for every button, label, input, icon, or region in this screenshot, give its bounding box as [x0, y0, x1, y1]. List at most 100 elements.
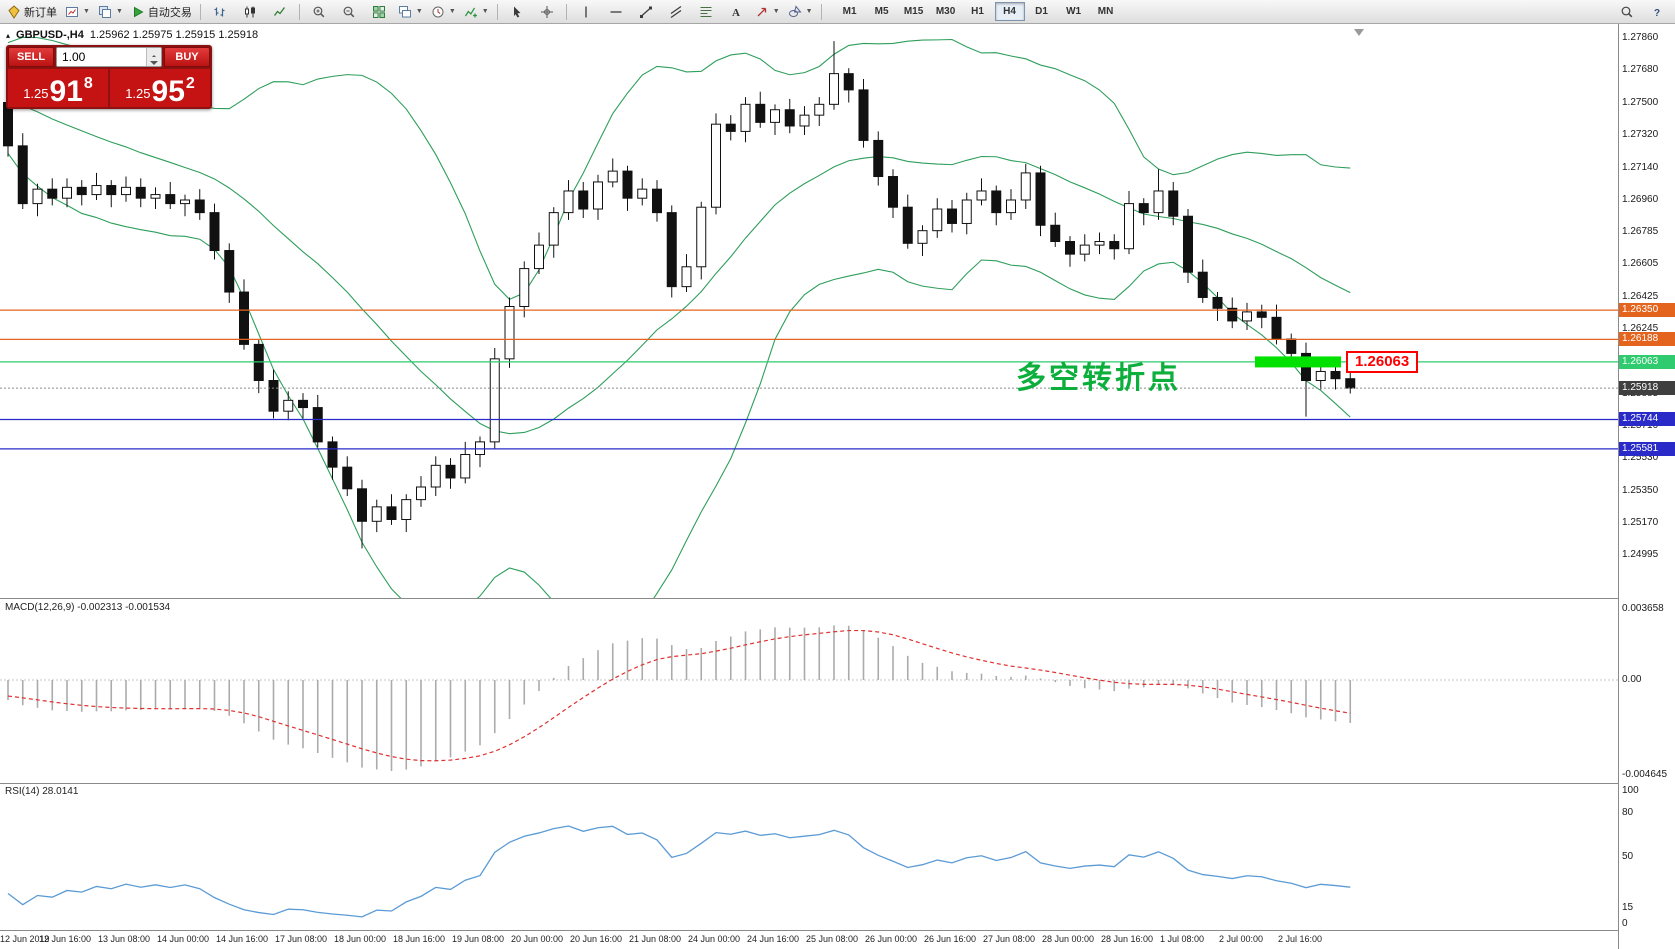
tile-windows-button[interactable]: [364, 1, 394, 23]
indicators-button[interactable]: ▼: [460, 1, 493, 23]
fibonacci-button[interactable]: [691, 1, 721, 23]
candle-body: [268, 379, 279, 412]
candle-body: [1094, 241, 1105, 246]
text-button[interactable]: A: [721, 1, 751, 23]
periods-button[interactable]: ▼: [427, 1, 460, 23]
line-chart-button[interactable]: [265, 1, 295, 23]
arrows-button[interactable]: ▼: [751, 1, 784, 23]
cascade-windows-button[interactable]: ▼: [394, 1, 427, 23]
buy-button[interactable]: BUY: [164, 47, 210, 67]
timeframe-mn-button[interactable]: MN: [1097, 6, 1114, 17]
panel-separator[interactable]: [0, 598, 1618, 599]
candle-body: [357, 488, 367, 522]
macd-scale-label: -0.004645: [1622, 769, 1668, 780]
candle-body: [504, 305, 515, 360]
candle-body: [1050, 224, 1061, 243]
rsi-scale-label: 100: [1622, 785, 1639, 796]
buy-price[interactable]: 1.25 95 2: [110, 69, 210, 107]
candle-body: [342, 466, 353, 490]
candle-body: [740, 103, 751, 132]
channel-button[interactable]: [661, 1, 691, 23]
volume-increase-button[interactable]: [147, 48, 161, 59]
timeframe-d1-button[interactable]: D1: [1035, 6, 1048, 17]
price-axis-label: 1.26785: [1622, 225, 1659, 237]
candle-body: [770, 109, 780, 123]
volume-stepper: [146, 48, 161, 66]
vertical-line-button[interactable]: [571, 1, 601, 23]
rsi-panel[interactable]: [0, 784, 1618, 930]
sell-price[interactable]: 1.25 91 8: [8, 69, 108, 107]
candles-chart-button[interactable]: [235, 1, 265, 23]
zoom-out-button[interactable]: [334, 1, 364, 23]
timeframe-m5-button[interactable]: M5: [874, 6, 889, 17]
profiles-button[interactable]: ▼: [94, 1, 127, 23]
candle-body: [563, 190, 574, 214]
price-chart[interactable]: [0, 24, 1618, 598]
tile-icon: [372, 5, 385, 18]
shapes-button[interactable]: ▼: [784, 1, 817, 23]
chart-shift-marker[interactable]: [1354, 29, 1364, 36]
toolbar-separator: [199, 3, 201, 20]
autotrading-button[interactable]: 自动交易: [127, 1, 196, 23]
timeframe-m15-button[interactable]: M15: [903, 6, 924, 17]
help-button[interactable]: ?: [1642, 1, 1672, 23]
cursor-button[interactable]: [502, 1, 532, 23]
sell-button[interactable]: SELL: [8, 47, 54, 67]
text-icon: A: [732, 7, 740, 19]
candle-body: [489, 358, 500, 443]
new-order-button[interactable]: 新订单: [3, 1, 61, 23]
timeframe-m1-button[interactable]: M1: [842, 6, 857, 17]
sell-price-main: 91: [49, 74, 83, 108]
highlight-band[interactable]: [1255, 356, 1341, 368]
timeframe-w1-button[interactable]: W1: [1066, 6, 1082, 17]
candle-body: [666, 212, 677, 288]
timeframe-h4-button[interactable]: H4: [994, 2, 1025, 21]
candle-body: [327, 441, 338, 468]
candle-body: [917, 230, 928, 244]
candle-body: [858, 89, 869, 141]
rsi-scale-label: 50: [1622, 851, 1634, 862]
price-highlight-label[interactable]: 1.26063: [1346, 350, 1419, 373]
candle-body: [460, 454, 471, 479]
indicators-icon: [464, 7, 477, 17]
candle-body: [711, 123, 721, 208]
candle-body: [1006, 199, 1016, 214]
candles-icon: [244, 6, 255, 17]
candle-body: [976, 190, 987, 201]
time-axis-label: 20 Jun 16:00: [570, 934, 623, 944]
candle-body: [991, 190, 1002, 214]
macd-panel[interactable]: [0, 599, 1618, 783]
candle-body: [1138, 203, 1149, 214]
panel-separator[interactable]: [0, 783, 1618, 784]
rsi-scale-label: 0: [1622, 918, 1628, 929]
new-chart-button[interactable]: ▼: [61, 1, 94, 23]
sell-price-prefix: 1.25: [23, 86, 49, 101]
chart-annotation-text[interactable]: 多空转折点: [1016, 361, 1181, 395]
price-axis-label: 1.26960: [1622, 193, 1659, 205]
volume-decrease-button[interactable]: [147, 57, 161, 66]
search-button[interactable]: [1612, 1, 1642, 23]
price-axis-label: 1.26605: [1622, 258, 1659, 270]
volume-input[interactable]: [57, 48, 146, 66]
candle-body: [829, 73, 839, 105]
price-tag-1.26188: 1.26188: [1619, 332, 1675, 347]
trendline-button[interactable]: [631, 1, 661, 23]
time-axis-label: 24 Jun 16:00: [747, 934, 800, 944]
price-axis-label: 1.26245: [1622, 323, 1659, 335]
zoom-in-button[interactable]: [304, 1, 334, 23]
crosshair-button[interactable]: [532, 1, 562, 23]
timeframe-h1-button[interactable]: H1: [971, 6, 984, 17]
time-axis-label: 18 Jun 16:00: [393, 934, 446, 944]
price-axis-label: 1.25350: [1622, 484, 1659, 496]
bars-chart-button[interactable]: [205, 1, 235, 23]
time-axis-label: 21 Jun 08:00: [629, 934, 682, 944]
candle-body: [1315, 370, 1326, 381]
new-chart-icon: [66, 6, 78, 17]
dropdown-arrow-icon: ▼: [805, 8, 813, 15]
rsi-label: RSI(14) 28.0141: [5, 786, 79, 797]
timeframe-m30-button[interactable]: M30: [935, 6, 956, 17]
candle-body: [3, 102, 13, 147]
dropdown-arrow-icon: ▼: [83, 8, 90, 15]
time-axis-label: 28 Jun 16:00: [1101, 934, 1154, 944]
horizontal-line-button[interactable]: [601, 1, 631, 23]
